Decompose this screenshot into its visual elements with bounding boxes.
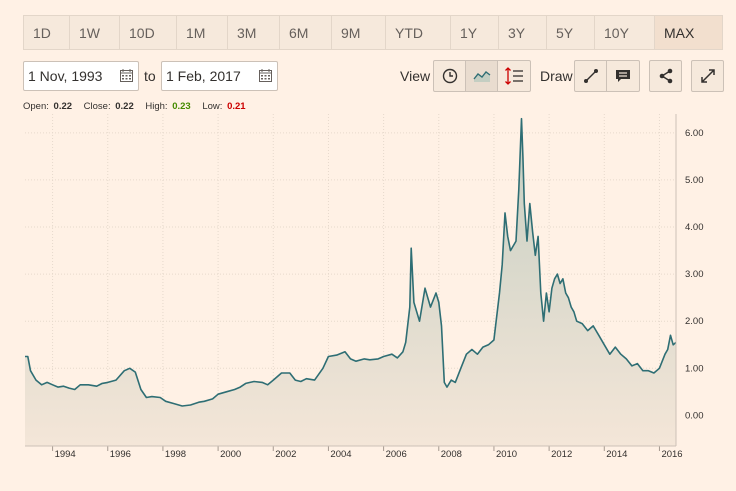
range-button-10y[interactable]: 10Y	[595, 16, 655, 49]
draw-label: Draw	[540, 68, 573, 84]
open-value: 0.22	[53, 101, 73, 112]
x-tick-label: 1998	[165, 449, 186, 460]
x-tick-label: 2010	[496, 449, 517, 460]
range-button-9m[interactable]: 9M	[332, 16, 386, 49]
open-label: Open:	[23, 101, 49, 112]
area-fill	[25, 118, 676, 446]
indicators-icon	[505, 67, 523, 85]
share-icon	[659, 68, 672, 84]
comment-button[interactable]	[607, 61, 639, 91]
share-button[interactable]	[650, 61, 681, 91]
y-tick-label: 4.00	[685, 222, 704, 233]
x-tick-label: 2002	[275, 449, 296, 460]
view-toolbar	[433, 60, 531, 92]
x-tick-label: 1996	[110, 449, 131, 460]
range-button-10d[interactable]: 10D	[120, 16, 177, 49]
calendar-icon[interactable]	[120, 69, 133, 82]
range-button-3m[interactable]: 3M	[228, 16, 280, 49]
comment-icon	[616, 70, 630, 82]
high-value: 0.23	[172, 101, 191, 112]
range-button-max[interactable]: MAX	[655, 16, 722, 49]
range-button-1d[interactable]: 1D	[24, 16, 70, 49]
x-axis-ticks: 1994 1996 1998 2000 2002 2004 2006 2008 2010 2012…	[25, 445, 683, 460]
x-tick-label: 2014	[606, 449, 627, 460]
line-chart-button[interactable]	[466, 61, 498, 91]
line-draw-button[interactable]	[575, 61, 607, 91]
range-button-5y[interactable]: 5Y	[547, 16, 595, 49]
expand-toolbar	[691, 60, 724, 92]
series-line-path	[25, 117, 677, 407]
y-tick-label: 6.00	[685, 128, 704, 139]
date-to-input[interactable]: 1 Feb, 2017	[161, 61, 278, 91]
date-to-value: 1 Feb, 2017	[166, 68, 241, 84]
share-toolbar	[649, 60, 682, 92]
range-button-3y[interactable]: 3Y	[499, 16, 547, 49]
y-tick-label: 1.00	[685, 363, 704, 374]
date-from-input[interactable]: 1 Nov, 1993	[23, 61, 139, 91]
range-button-1w[interactable]: 1W	[70, 16, 120, 49]
expand-icon	[700, 69, 715, 83]
line-draw-icon	[583, 69, 598, 83]
range-button-1m[interactable]: 1M	[177, 16, 228, 49]
y-tick-label: 0.00	[685, 410, 704, 421]
draw-toolbar	[574, 60, 640, 92]
range-button-1y[interactable]: 1Y	[451, 16, 499, 49]
range-button-ytd[interactable]: YTD	[386, 16, 451, 49]
range-button-6m[interactable]: 6M	[280, 16, 332, 49]
series-area	[25, 118, 676, 446]
x-tick-label: 2016	[661, 449, 682, 460]
clock-button[interactable]	[434, 61, 466, 91]
range-selector: 1D 1W 10D 1M 3M 6M 9M YTD 1Y 3Y 5Y 10Y M…	[23, 15, 723, 50]
close-value: 0.22	[115, 101, 134, 112]
clock-icon	[442, 68, 457, 84]
x-tick-label: 2008	[441, 449, 462, 460]
low-label: Low:	[202, 101, 223, 112]
y-tick-label: 3.00	[685, 269, 704, 280]
x-tick-label: 2000	[220, 449, 241, 460]
close-label: Close:	[83, 101, 111, 112]
y-tick-label: 5.00	[685, 175, 704, 186]
y-tick-label: 2.00	[685, 316, 704, 327]
date-from-value: 1 Nov, 1993	[28, 68, 103, 84]
view-label: View	[400, 68, 431, 84]
x-tick-label: 2004	[330, 449, 351, 460]
calendar-icon[interactable]	[259, 69, 272, 82]
indicators-button[interactable]	[498, 61, 530, 91]
ohlc-readout: Open: 0.22 Close: 0.22 High: 0.23 Low: 0…	[23, 101, 255, 112]
high-label: High:	[145, 101, 168, 112]
to-label: to	[144, 68, 156, 84]
line-chart-icon	[472, 71, 490, 82]
x-tick-label: 2012	[551, 449, 572, 460]
series-line	[25, 117, 677, 407]
y-axis-ticks: 0.00 1.00 2.00 3.00 4.00 5.00 6.00	[675, 114, 704, 446]
expand-button[interactable]	[692, 61, 723, 91]
low-value: 0.21	[227, 101, 246, 112]
x-tick-label: 2006	[386, 449, 407, 460]
x-tick-label: 1994	[55, 449, 76, 460]
